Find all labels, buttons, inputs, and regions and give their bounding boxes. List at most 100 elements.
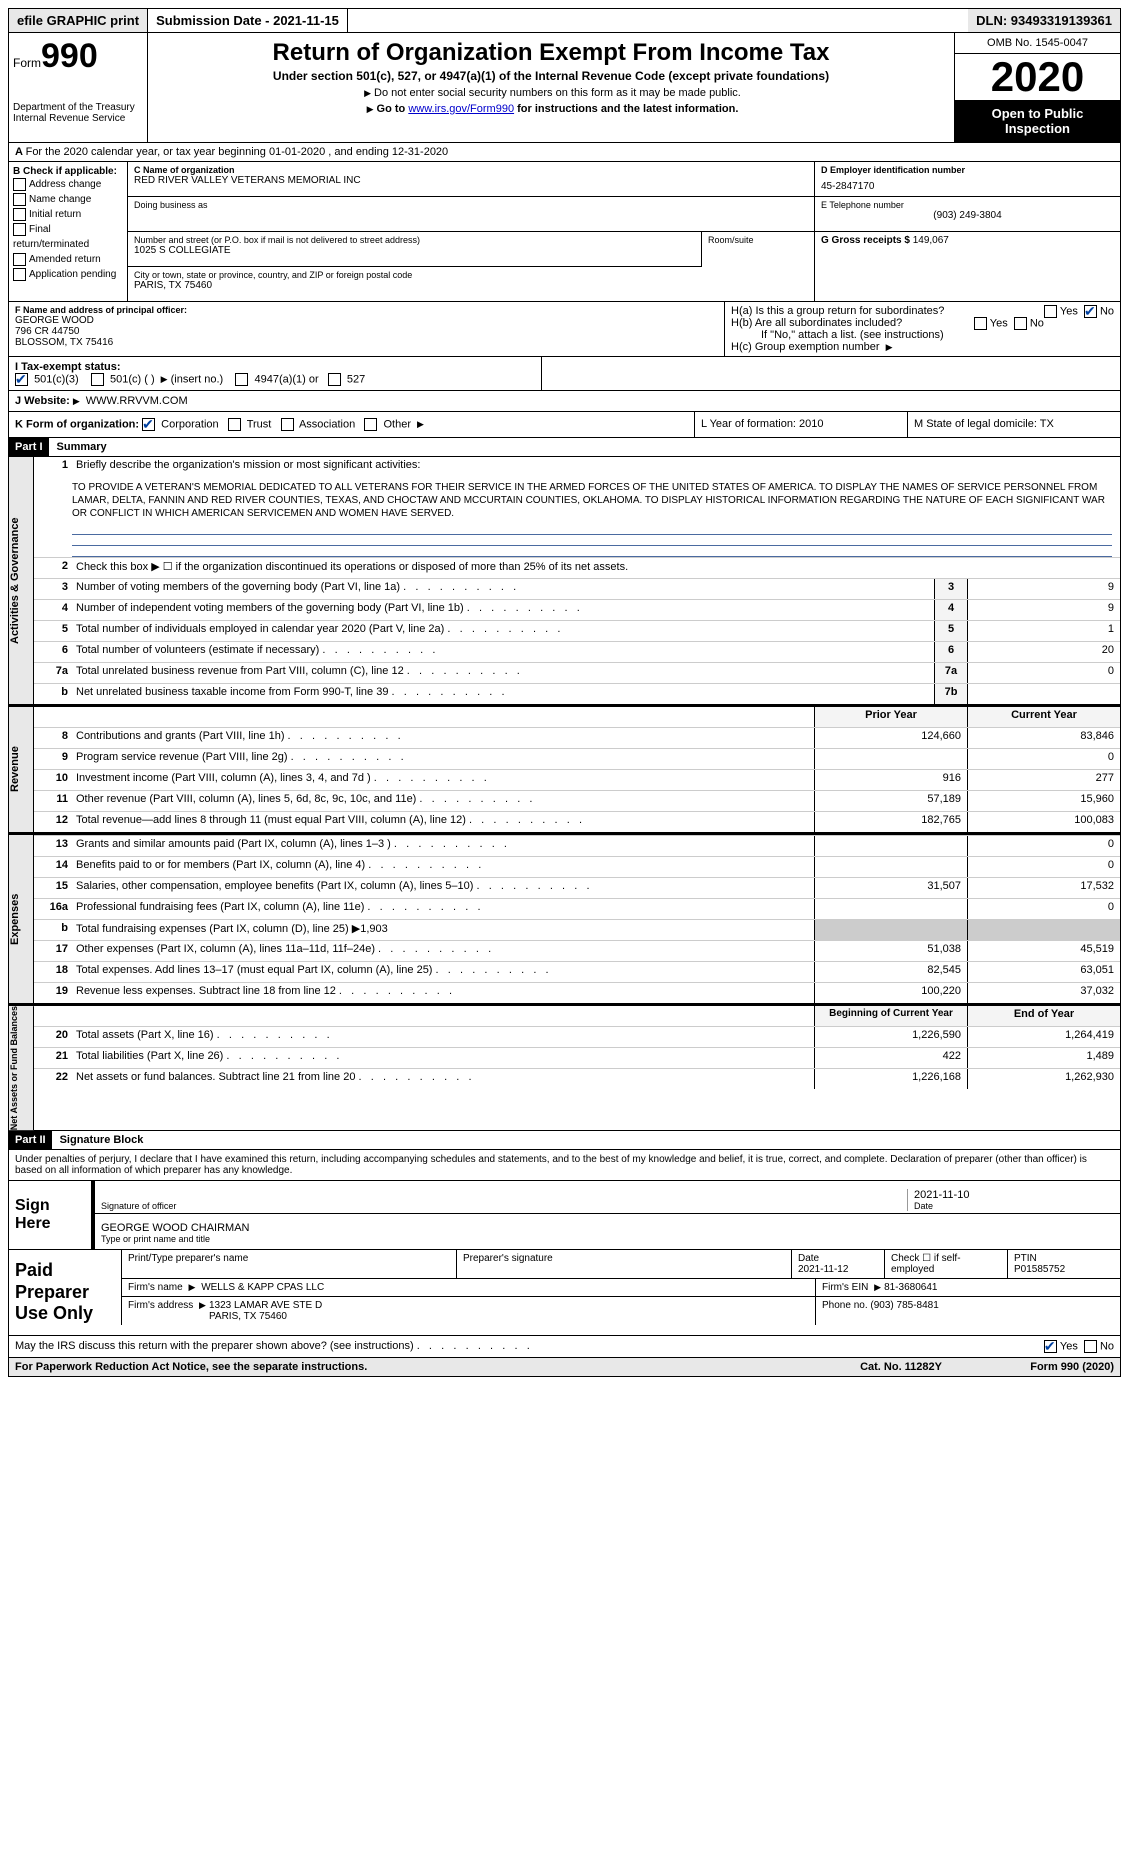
data-line: 13Grants and similar amounts paid (Part …	[34, 835, 1120, 856]
data-line: 8Contributions and grants (Part VIII, li…	[34, 727, 1120, 748]
cat-no: Cat. No. 11282Y	[854, 1358, 948, 1376]
website-url[interactable]: WWW.RRVVM.COM	[86, 395, 188, 407]
gov-line: 5Total number of individuals employed in…	[34, 620, 1120, 641]
officer-cell: F Name and address of principal officer:…	[9, 302, 724, 351]
officer-h-row: F Name and address of principal officer:…	[8, 302, 1121, 357]
prep-ptin: P01585752	[1014, 1264, 1065, 1275]
h-cell: H(a) Is this a group return for subordin…	[725, 302, 1120, 356]
revenue-section: Revenue Prior Year Current Year 8Contrib…	[8, 705, 1121, 833]
data-line: 14Benefits paid to or for members (Part …	[34, 856, 1120, 877]
website-row: J Website: WWW.RRVVM.COM	[8, 391, 1121, 412]
gov-line: 2Check this box ▶ ☐ if the organization …	[34, 557, 1120, 578]
cb-527[interactable]	[328, 373, 341, 386]
form-header: Form990 Department of the Treasury Inter…	[8, 33, 1121, 143]
data-line: 20Total assets (Part X, line 16)1,226,59…	[34, 1026, 1120, 1047]
activities-governance: Activities & Governance 1Briefly describ…	[8, 457, 1121, 705]
cb-amended[interactable]: Amended return	[13, 252, 123, 267]
cb-trust[interactable]	[228, 418, 241, 431]
gov-line: 6Total number of volunteers (estimate if…	[34, 641, 1120, 662]
k-row: K Form of organization: Corporation Trus…	[8, 412, 1121, 438]
netassets-section: Net Assets or Fund Balances Beginning of…	[8, 1004, 1121, 1131]
city-cell: City or town, state or province, country…	[128, 267, 814, 301]
open-to-public: Open to Public Inspection	[955, 100, 1120, 142]
discuss-no[interactable]	[1084, 1340, 1097, 1353]
sig-intro: Under penalties of perjury, I declare th…	[8, 1150, 1121, 1181]
firm-addr: 1323 LAMAR AVE STE D PARIS, TX 75460	[209, 1300, 322, 1322]
cb-initial-return[interactable]: Initial return	[13, 207, 123, 222]
firm-ein: 81-3680641	[884, 1282, 937, 1293]
hb-no[interactable]	[1014, 317, 1027, 330]
cb-other[interactable]	[364, 418, 377, 431]
street-cell: Number and street (or P.O. box if mail i…	[128, 232, 701, 267]
gov-line: 3Number of voting members of the governi…	[34, 578, 1120, 599]
tax-status-row: I Tax-exempt status: 501(c)(3) 501(c) ( …	[8, 357, 1121, 391]
form-number: Form990	[13, 37, 143, 76]
paperwork-notice: For Paperwork Reduction Act Notice, see …	[9, 1358, 854, 1376]
sign-here-label: Sign Here	[9, 1181, 91, 1249]
cb-address-change[interactable]: Address change	[13, 177, 123, 192]
vside-exp: Expenses	[9, 835, 34, 1003]
sig-name: GEORGE WOOD CHAIRMAN	[101, 1222, 1114, 1234]
submission-date: Submission Date - 2021-11-15	[148, 9, 348, 32]
vside-rev: Revenue	[9, 707, 34, 832]
mission-text: TO PROVIDE A VETERAN'S MEMORIAL DEDICATE…	[34, 477, 1120, 524]
sign-here-block: Sign Here Signature of officer 2021-11-1…	[8, 1181, 1121, 1250]
dln: DLN: 93493319139361	[968, 9, 1120, 32]
cb-name-change[interactable]: Name change	[13, 192, 123, 207]
gov-line: 4Number of independent voting members of…	[34, 599, 1120, 620]
tax-year: 2020	[955, 54, 1120, 100]
data-line: bTotal fundraising expenses (Part IX, co…	[34, 919, 1120, 940]
efile-label: efile GRAPHIC print	[9, 9, 148, 32]
data-line: 19Revenue less expenses. Subtract line 1…	[34, 982, 1120, 1003]
dba-cell: Doing business as	[128, 197, 814, 232]
cb-final-return[interactable]: Final return/terminated	[13, 222, 123, 252]
gov-line: bNet unrelated business taxable income f…	[34, 683, 1120, 704]
part2-bar: Part II Signature Block	[8, 1131, 1121, 1150]
cb-corp[interactable]	[142, 418, 155, 431]
data-line: 21Total liabilities (Part X, line 26)422…	[34, 1047, 1120, 1068]
ha-no[interactable]	[1084, 305, 1097, 318]
goto-note: Go to www.irs.gov/Form990 for instructio…	[152, 103, 950, 115]
data-line: 10Investment income (Part VIII, column (…	[34, 769, 1120, 790]
cb-assoc[interactable]	[281, 418, 294, 431]
room-cell: Room/suite	[701, 232, 814, 267]
data-line: 22Net assets or fund balances. Subtract …	[34, 1068, 1120, 1089]
hdr-prior: Prior Year	[814, 707, 967, 727]
sig-officer-label: Signature of officer	[101, 1201, 176, 1211]
cb-app-pending[interactable]: Application pending	[13, 267, 123, 282]
hdr-boy: Beginning of Current Year	[814, 1006, 967, 1026]
irs-link[interactable]: www.irs.gov/Form990	[408, 103, 514, 115]
gov-line: 7aTotal unrelated business revenue from …	[34, 662, 1120, 683]
top-bar: efile GRAPHIC print Submission Date - 20…	[8, 8, 1121, 33]
data-line: 9Program service revenue (Part VIII, lin…	[34, 748, 1120, 769]
footer: For Paperwork Reduction Act Notice, see …	[8, 1358, 1121, 1377]
firm-name: WELLS & KAPP CPAS LLC	[201, 1282, 324, 1293]
hdr-current: Current Year	[967, 707, 1120, 727]
cb-4947[interactable]	[235, 373, 248, 386]
form-subtitle: Under section 501(c), 527, or 4947(a)(1)…	[152, 69, 950, 83]
firm-phone: (903) 785-8481	[870, 1300, 938, 1311]
preparer-label: Paid Preparer Use Only	[9, 1250, 121, 1335]
discuss-row: May the IRS discuss this return with the…	[8, 1336, 1121, 1358]
data-line: 11Other revenue (Part VIII, column (A), …	[34, 790, 1120, 811]
ha-yes[interactable]	[1044, 305, 1057, 318]
org-name-cell: C Name of organization RED RIVER VALLEY …	[128, 162, 814, 197]
hb-yes[interactable]	[974, 317, 987, 330]
form-foot: Form 990 (2020)	[948, 1358, 1120, 1376]
discuss-yes[interactable]	[1044, 1340, 1057, 1353]
data-line: 18Total expenses. Add lines 13–17 (must …	[34, 961, 1120, 982]
ein-cell: D Employer identification number 45-2847…	[815, 162, 1120, 197]
prep-date: 2021-11-12	[798, 1264, 848, 1275]
cb-501c3[interactable]	[15, 373, 28, 386]
dept-treasury: Department of the Treasury Internal Reve…	[13, 102, 143, 124]
gross-cell: G Gross receipts $ 149,067	[815, 232, 1120, 266]
form-title: Return of Organization Exempt From Incom…	[152, 39, 950, 67]
data-line: 17Other expenses (Part IX, column (A), l…	[34, 940, 1120, 961]
cb-501c[interactable]	[91, 373, 104, 386]
vside-gov: Activities & Governance	[9, 457, 34, 704]
state-domicile: M State of legal domicile: TX	[907, 412, 1120, 437]
row-a-tax-year: A For the 2020 calendar year, or tax yea…	[8, 143, 1121, 162]
info-grid: B Check if applicable: Address change Na…	[8, 162, 1121, 302]
prep-self-emp[interactable]: Check ☐ if self-employed	[891, 1253, 961, 1275]
col-b-checkboxes: B Check if applicable: Address change Na…	[9, 162, 128, 301]
